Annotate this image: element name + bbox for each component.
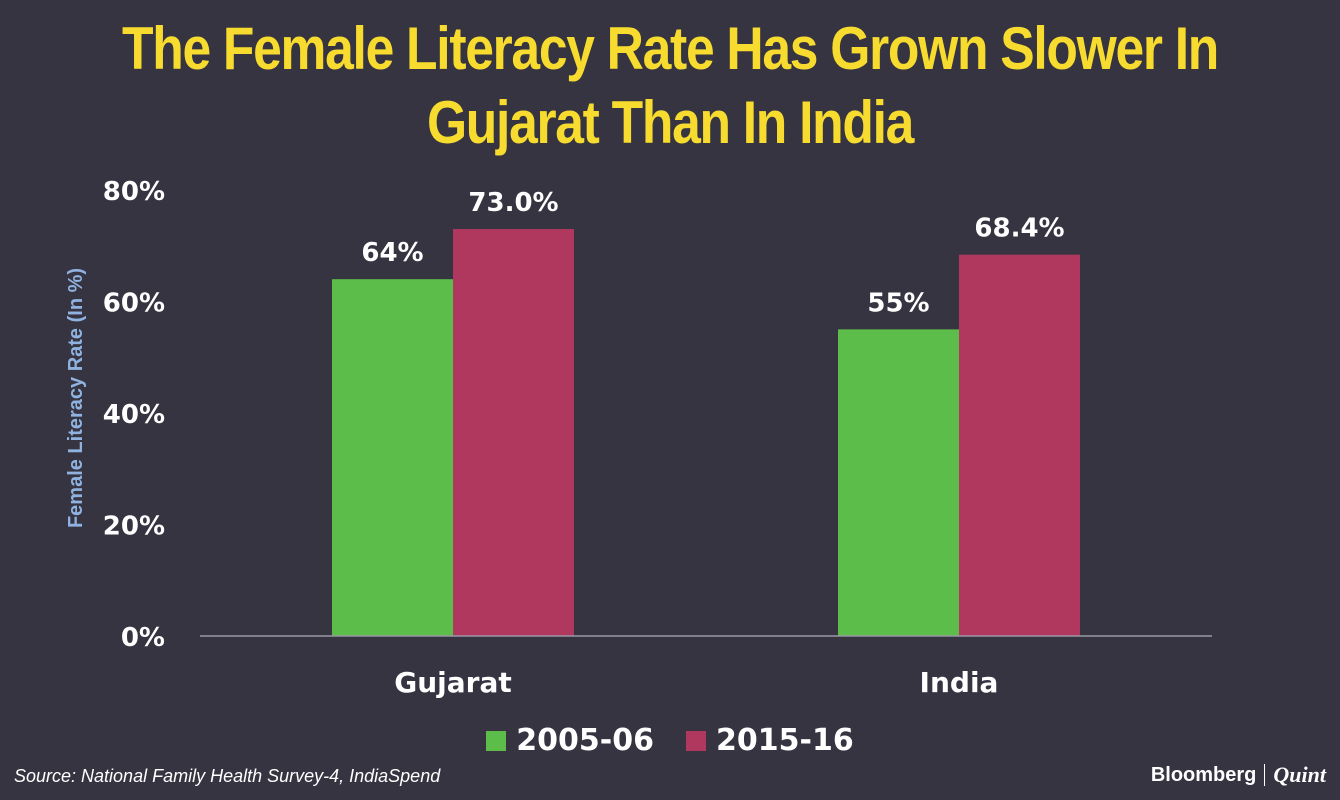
legend-label-2015-16: 2015-16 bbox=[716, 723, 854, 758]
data-label-india-2005-06: 55% bbox=[867, 288, 929, 318]
brand-logo: Bloomberg Quint bbox=[1151, 762, 1326, 788]
y-tick-label: 80% bbox=[103, 177, 165, 207]
x-axis-ticks: Gujarat India bbox=[394, 666, 998, 699]
y-tick-label: 60% bbox=[103, 289, 165, 319]
y-axis-ticks: 0% 20% 40% 60% 80% bbox=[103, 177, 165, 653]
bar-gujarat-2015-16 bbox=[453, 229, 574, 636]
y-tick-label: 40% bbox=[103, 400, 165, 430]
data-label-gujarat-2015-16: 73.0% bbox=[468, 188, 558, 218]
x-tick-label-gujarat: Gujarat bbox=[394, 666, 512, 699]
bar-gujarat-2005-06 bbox=[332, 279, 453, 636]
bars: 64% 73.0% 55% 68.4% bbox=[332, 188, 1080, 637]
bar-chart: 0% 20% 40% 60% 80% Female Literacy Rate (In … bbox=[65, 177, 1212, 699]
legend-item-2005-06: 2005-06 bbox=[486, 723, 654, 758]
brand-partner: Quint bbox=[1273, 762, 1326, 787]
data-label-gujarat-2005-06: 64% bbox=[361, 238, 423, 268]
legend-swatch-2015-16 bbox=[686, 730, 706, 751]
brand-separator bbox=[1264, 764, 1266, 786]
data-label-india-2015-16: 68.4% bbox=[974, 214, 1064, 244]
source-note: Source: National Family Health Survey-4,… bbox=[14, 766, 441, 786]
x-tick-label-india: India bbox=[920, 666, 999, 699]
bar-india-2015-16 bbox=[959, 254, 1080, 637]
legend-label-2005-06: 2005-06 bbox=[516, 723, 654, 758]
legend-item-2015-16: 2015-16 bbox=[686, 723, 854, 758]
y-axis-label: Female Literacy Rate (In %) bbox=[65, 268, 87, 528]
legend-swatch-2005-06 bbox=[486, 730, 507, 751]
y-tick-label: 20% bbox=[103, 512, 165, 542]
brand-name: Bloomberg bbox=[1150, 763, 1257, 786]
y-tick-label: 0% bbox=[121, 623, 165, 653]
bar-india-2005-06 bbox=[838, 329, 959, 636]
chart-title: The Female Literacy Rate Has Grown Slowe… bbox=[121, 15, 1219, 156]
legend: 2005-06 2015-16 bbox=[0, 723, 1340, 758]
